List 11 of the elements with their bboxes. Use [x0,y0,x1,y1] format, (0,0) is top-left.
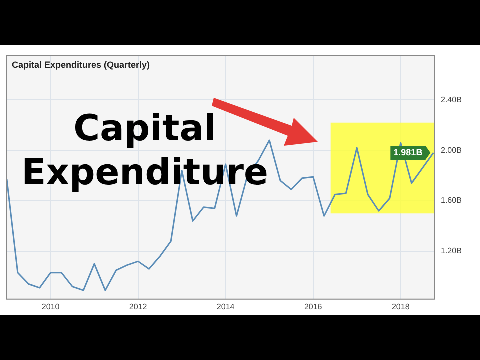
x-tick-label: 2010 [42,302,60,312]
y-tick-label: 2.40B [441,95,462,104]
y-tick-label: 2.00B [441,146,462,155]
y-tick-label: 1.20B [441,246,462,256]
annotation: 1.981B [394,147,424,158]
text: Capital Expenditures (Quarterly) [12,60,150,70]
x-tick-label: 2014 [216,302,236,312]
x-tick-label: 2018 [392,302,410,312]
x-tick-label: 2012 [129,302,148,312]
x-tick-label: 2016 [304,302,323,312]
y-tick-label: 1.60B [441,196,462,206]
